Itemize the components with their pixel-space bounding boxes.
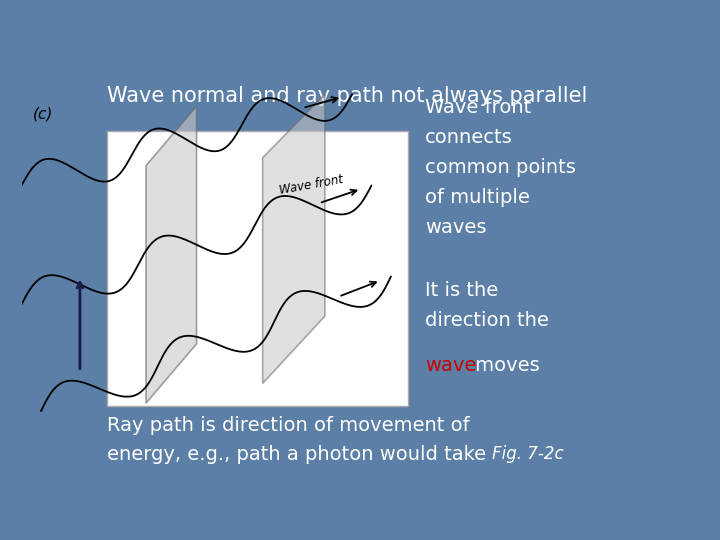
Text: Ray path is direction of movement of: Ray path is direction of movement of bbox=[107, 416, 469, 435]
Text: moves: moves bbox=[469, 356, 540, 375]
Text: direction the: direction the bbox=[425, 311, 549, 330]
Text: connects: connects bbox=[425, 128, 513, 147]
Polygon shape bbox=[263, 94, 325, 383]
Text: Wave front: Wave front bbox=[425, 98, 531, 117]
Text: Wave front: Wave front bbox=[278, 173, 344, 198]
Polygon shape bbox=[146, 106, 197, 403]
Text: energy, e.g., path a photon would take: energy, e.g., path a photon would take bbox=[107, 446, 486, 464]
Bar bbox=[107, 131, 408, 406]
Text: common points: common points bbox=[425, 158, 576, 177]
Text: (c): (c) bbox=[33, 106, 53, 121]
Text: It is the: It is the bbox=[425, 281, 498, 300]
Text: Fig. 7-2c: Fig. 7-2c bbox=[492, 446, 563, 463]
Text: wave: wave bbox=[425, 356, 476, 375]
Text: waves: waves bbox=[425, 218, 486, 237]
Text: of multiple: of multiple bbox=[425, 188, 530, 207]
Text: Wave normal and ray path not always parallel: Wave normal and ray path not always para… bbox=[107, 85, 587, 106]
